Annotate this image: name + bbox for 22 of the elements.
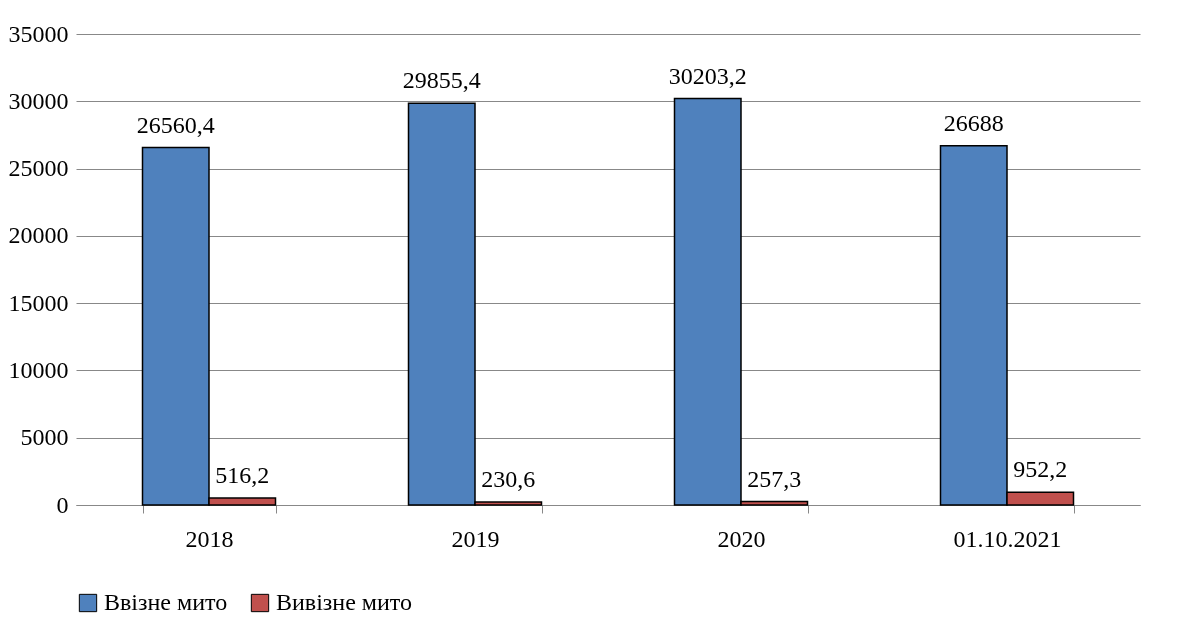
x-tick-label: 2018	[185, 525, 234, 552]
y-tick-label: 10000	[8, 356, 69, 383]
x-tick-label: 01.10.2021	[953, 525, 1062, 552]
x-tick-label: 2020	[717, 525, 766, 552]
data-label: 952,2	[1013, 456, 1068, 483]
y-tick-label: 30000	[8, 87, 69, 114]
y-tick-label: 25000	[8, 155, 69, 182]
y-tick-label: 0	[56, 491, 69, 518]
legend-label: Ввізне мито	[104, 589, 228, 615]
y-tick-label: 20000	[8, 222, 69, 249]
y-tick-label: 5000	[20, 424, 69, 451]
x-tick-label: 2019	[451, 525, 500, 552]
y-tick-label: 15000	[8, 289, 69, 316]
data-label: 516,2	[215, 462, 270, 489]
legend-label: Вивізне мито	[276, 589, 413, 615]
y-tick-label: 35000	[8, 20, 69, 47]
data-label: 26560,4	[136, 111, 215, 138]
data-label: 230,6	[481, 465, 536, 492]
data-label: 30203,2	[668, 62, 747, 89]
data-label: 26688	[943, 109, 1004, 136]
data-label: 29855,4	[402, 67, 481, 94]
data-label: 257,3	[747, 465, 802, 492]
